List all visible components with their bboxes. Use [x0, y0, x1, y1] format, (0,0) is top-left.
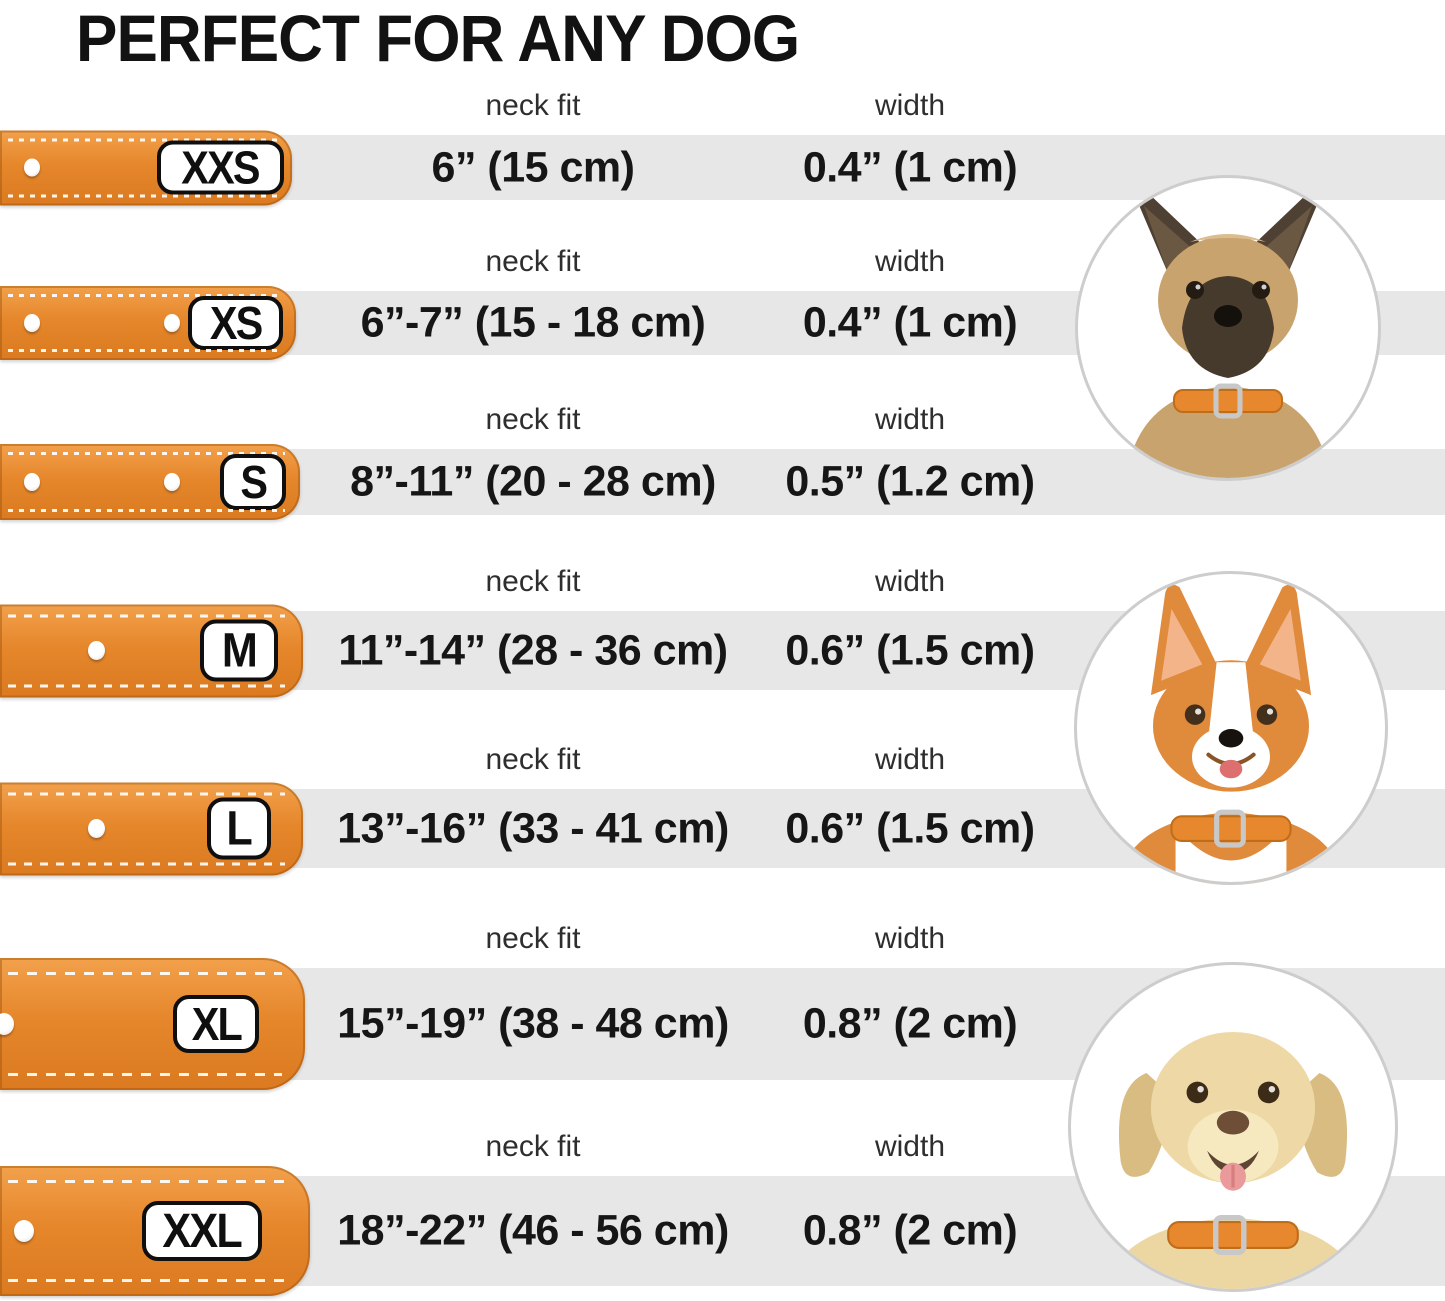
neck-fit-value: 11”-14” (28 - 36 cm) — [338, 626, 728, 674]
collar-strap: XXS — [0, 130, 292, 205]
rivet-dot — [14, 1220, 34, 1242]
size-badge: L — [207, 797, 271, 860]
neck-fit-value: 6”-7” (15 - 18 cm) — [360, 298, 706, 347]
collar-strap: L — [0, 782, 303, 875]
size-badge: XXL — [142, 1201, 262, 1261]
width-column-label: width — [874, 245, 946, 278]
size-badge: XXS — [157, 140, 284, 195]
collar-strap: XS — [0, 286, 296, 360]
rivet-dot — [164, 473, 180, 491]
neck-fit-column-label: neck fit — [485, 403, 581, 436]
width-value: 0.8” (2 cm) — [802, 1206, 1018, 1255]
rivet-dot — [88, 641, 105, 660]
neck-fit-column-label: neck fit — [485, 565, 581, 598]
neck-fit-column-label: neck fit — [485, 922, 581, 955]
width-value: 0.5” (1.2 cm) — [785, 457, 1035, 506]
size-badge: S — [220, 454, 286, 510]
collar-strap: S — [0, 444, 300, 520]
width-value: 0.4” (1 cm) — [802, 143, 1018, 191]
size-badge: XS — [188, 296, 283, 350]
width-value: 0.8” (2 cm) — [802, 999, 1018, 1048]
neck-fit-value: 18”-22” (46 - 56 cm) — [337, 1206, 729, 1255]
rivet-dot — [164, 314, 180, 332]
neck-fit-value: 6” (15 cm) — [431, 143, 635, 191]
dog-photo-labrador — [1068, 962, 1398, 1292]
dog-photo-corgi — [1074, 571, 1388, 885]
page-title: PERFECT FOR ANY DOG — [76, 1, 800, 75]
width-column-label: width — [874, 565, 946, 598]
size-row-s: neck fit width 8”-11” (20 - 28 cm) 0.5” … — [0, 403, 1445, 520]
size-badge: XL — [173, 995, 259, 1053]
rivet-dot — [0, 1013, 14, 1035]
rivet-dot — [24, 158, 40, 177]
corgi-dog-icon — [1118, 584, 1344, 882]
width-value: 0.4” (1 cm) — [802, 298, 1018, 347]
neck-fit-column-label: neck fit — [485, 743, 581, 776]
collar-strap: M — [0, 604, 303, 697]
width-column-label: width — [874, 743, 946, 776]
neck-fit-column-label: neck fit — [485, 1130, 581, 1163]
width-column-label: width — [874, 403, 946, 436]
neck-fit-value: 8”-11” (20 - 28 cm) — [350, 457, 716, 506]
neck-fit-value: 13”-16” (33 - 41 cm) — [337, 804, 729, 852]
rivet-dot — [24, 314, 40, 332]
size-badge: M — [200, 619, 278, 682]
dog-photo-terrier — [1075, 175, 1381, 481]
width-column-label: width — [874, 922, 946, 955]
neck-fit-column-label: neck fit — [485, 245, 581, 278]
collar-strap: XL — [0, 958, 305, 1090]
width-column-label: width — [874, 89, 946, 122]
labrador-dog-icon — [1103, 1031, 1363, 1289]
rivet-dot — [24, 473, 40, 491]
collar-strap: XXL — [0, 1166, 310, 1296]
neck-fit-value: 15”-19” (38 - 48 cm) — [337, 999, 729, 1048]
neck-fit-column-label: neck fit — [485, 89, 581, 122]
rivet-dot — [88, 819, 105, 838]
width-value: 0.6” (1.5 cm) — [785, 804, 1035, 852]
size-row-xxs: neck fit width 6” (15 cm) 0.4” (1 cm) XX… — [0, 89, 1445, 205]
width-column-label: width — [874, 1130, 946, 1163]
terrier-dog-icon — [1126, 189, 1330, 478]
width-value: 0.6” (1.5 cm) — [785, 626, 1035, 674]
